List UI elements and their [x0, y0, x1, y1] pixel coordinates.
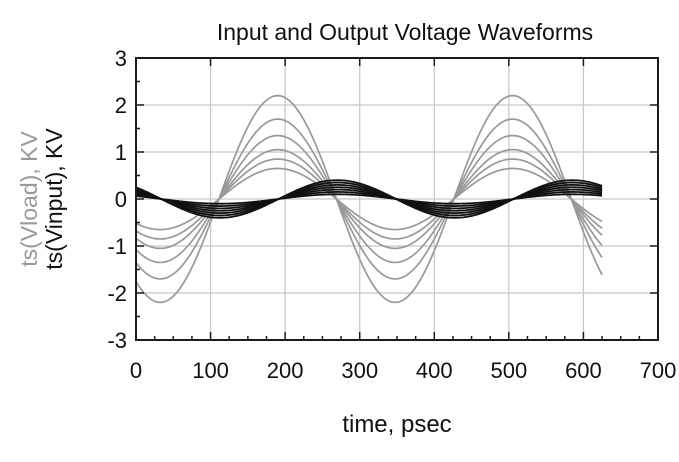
x-tick-labels: 0 100 200 300 400 500 600 700 — [130, 358, 676, 383]
chart-title: Input and Output Voltage Waveforms — [217, 19, 593, 45]
vload-series-line — [135, 158, 603, 240]
x-tick-label: 500 — [490, 358, 527, 383]
y-tick-label: -1 — [107, 234, 127, 259]
y-tick-label: -3 — [107, 328, 127, 353]
y-tick-label: 2 — [115, 93, 127, 118]
x-tick-label: 0 — [130, 358, 142, 383]
x-tick-label: 100 — [192, 358, 229, 383]
y-tick-label: -2 — [107, 281, 127, 306]
x-axis-label: time, psec — [342, 411, 451, 438]
y-axis-label-input: ts(Vinput), KV — [41, 128, 67, 270]
y-tick-label: 0 — [115, 187, 127, 212]
y-tick-label: 1 — [115, 140, 127, 165]
series-group — [135, 94, 603, 304]
x-tick-label: 600 — [565, 358, 602, 383]
vinput-series-line — [135, 193, 603, 205]
x-tick-label: 400 — [416, 358, 453, 383]
x-tick-label: 200 — [267, 358, 304, 383]
tick-marks — [135, 57, 659, 341]
x-tick-label: 300 — [341, 358, 378, 383]
y-tick-labels: 3 2 1 0 -1 -2 -3 — [107, 46, 127, 353]
y-tick-label: 3 — [115, 46, 127, 71]
x-tick-label: 700 — [640, 358, 677, 383]
y-axis-label-load: ts(Vload), KV — [16, 131, 42, 267]
